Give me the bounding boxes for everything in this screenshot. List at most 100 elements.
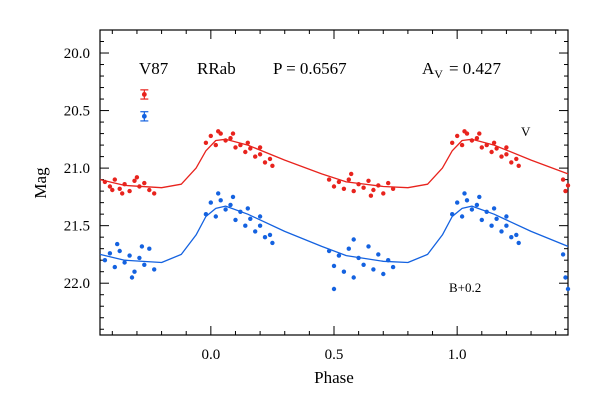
variable-type-label: RRab xyxy=(197,59,236,78)
y-tick-label: 20.0 xyxy=(64,46,90,62)
data-point-v xyxy=(474,136,480,141)
data-point-v xyxy=(477,131,482,136)
data-point-b xyxy=(257,214,263,219)
data-point-v xyxy=(270,163,275,168)
data-point-b xyxy=(346,246,351,251)
data-point-v xyxy=(499,154,504,159)
data-point-b xyxy=(469,207,475,212)
data-point-b xyxy=(455,200,460,205)
data-point-v xyxy=(112,177,118,182)
x-axis-label: Phase xyxy=(314,368,354,387)
data-point-b xyxy=(223,207,228,212)
x-tick-label: 1.0 xyxy=(448,347,467,363)
data-point-v xyxy=(371,187,376,193)
data-point-v xyxy=(560,177,566,182)
period-label: P = 0.6567 xyxy=(273,59,347,78)
data-point-b xyxy=(253,229,258,234)
data-point-v xyxy=(336,179,342,185)
data-point-v xyxy=(117,186,122,191)
data-point-v xyxy=(390,186,396,191)
series-label-v: V xyxy=(521,124,531,139)
data-point-v xyxy=(368,193,374,198)
data-point-v xyxy=(351,188,356,194)
data-point-b xyxy=(494,216,499,221)
data-point-v xyxy=(233,145,238,150)
x-tick-label: 0.5 xyxy=(325,347,344,363)
data-point-v xyxy=(484,142,489,148)
data-point-v xyxy=(110,187,115,193)
x-tick-label: 0.0 xyxy=(201,347,220,363)
data-point-v xyxy=(122,182,127,187)
fit-curve-b xyxy=(99,205,569,264)
data-point-v xyxy=(257,152,263,157)
y-tick-label: 22.0 xyxy=(64,276,90,292)
data-point-v xyxy=(469,138,475,143)
star-id-label: V87 xyxy=(139,59,169,78)
data-point-v xyxy=(514,156,519,162)
data-point-b xyxy=(565,286,571,292)
data-point-v xyxy=(386,180,391,186)
data-point-b xyxy=(361,262,366,267)
y-axis-label: Mag xyxy=(31,167,50,199)
data-point-b xyxy=(356,255,361,261)
data-point-v xyxy=(127,188,132,194)
data-point-v xyxy=(516,163,521,168)
y-tick-label: 21.5 xyxy=(64,219,90,235)
data-point-b xyxy=(341,269,347,274)
data-point-b xyxy=(147,246,152,251)
data-point-b xyxy=(336,253,342,258)
data-point-b xyxy=(139,244,145,249)
data-point-b xyxy=(499,229,504,234)
data-point-v xyxy=(152,191,157,196)
data-point-v xyxy=(107,184,113,189)
data-point-b xyxy=(459,214,465,219)
data-point-v xyxy=(248,146,253,151)
data-point-v xyxy=(349,171,354,177)
data-point-v xyxy=(257,145,263,150)
data-point-v xyxy=(494,146,499,151)
data-point-v xyxy=(120,191,125,196)
data-point-b xyxy=(479,217,484,223)
data-point-b xyxy=(474,202,480,208)
data-point-v xyxy=(331,184,337,189)
data-point-b xyxy=(233,217,238,223)
data-point-b xyxy=(142,262,147,267)
data-points xyxy=(102,129,571,292)
data-point-v xyxy=(450,140,455,145)
data-point-v xyxy=(208,133,213,139)
data-point-v xyxy=(230,131,236,136)
data-point-b xyxy=(376,252,381,257)
data-point-v xyxy=(376,183,381,188)
data-point-v xyxy=(361,185,366,190)
data-point-b xyxy=(213,214,218,219)
data-point-b xyxy=(112,264,118,270)
data-point-b xyxy=(218,198,223,203)
data-point-b xyxy=(351,237,356,242)
data-point-b xyxy=(137,255,142,261)
data-point-v xyxy=(102,179,108,185)
data-point-b xyxy=(504,223,509,228)
y-tick-label: 21.0 xyxy=(64,161,90,177)
fit-curves xyxy=(99,138,569,264)
data-point-b xyxy=(107,251,113,256)
data-point-b xyxy=(216,191,221,196)
data-point-b xyxy=(152,267,157,272)
data-point-v xyxy=(381,191,386,196)
data-point-v xyxy=(346,177,351,182)
data-point-b xyxy=(491,206,497,211)
data-point-b xyxy=(122,260,127,265)
data-point-b xyxy=(331,286,337,292)
data-point-b xyxy=(132,269,137,274)
data-point-b xyxy=(127,253,132,258)
data-point-v xyxy=(459,142,465,148)
data-point-v xyxy=(565,183,571,188)
data-point-v xyxy=(147,187,152,193)
error-bars xyxy=(140,89,149,122)
data-point-v xyxy=(366,178,371,183)
data-point-b xyxy=(371,267,376,272)
data-point-b xyxy=(228,202,233,208)
data-point-v xyxy=(132,178,137,183)
data-point-b xyxy=(115,241,120,247)
data-point-v xyxy=(326,177,332,182)
